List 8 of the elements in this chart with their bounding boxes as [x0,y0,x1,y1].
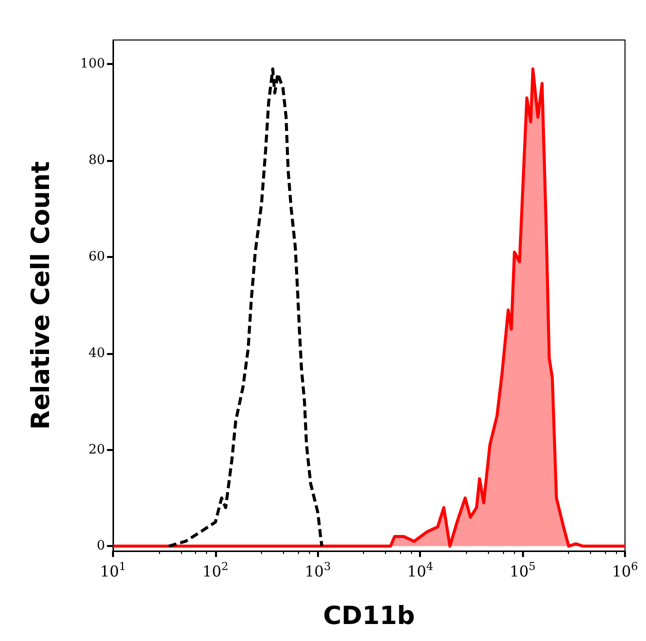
y-tick-label: 20 [88,442,105,458]
y-tick-label: 40 [88,346,105,361]
y-tick-label: 80 [88,153,105,168]
x-axis-title: CD11b [323,601,415,630]
y-tick-label: 100 [80,56,105,72]
y-tick-label: 0 [96,538,105,554]
y-axis-title: Relative Cell Count [26,161,55,430]
y-tick-label: 60 [88,249,105,264]
